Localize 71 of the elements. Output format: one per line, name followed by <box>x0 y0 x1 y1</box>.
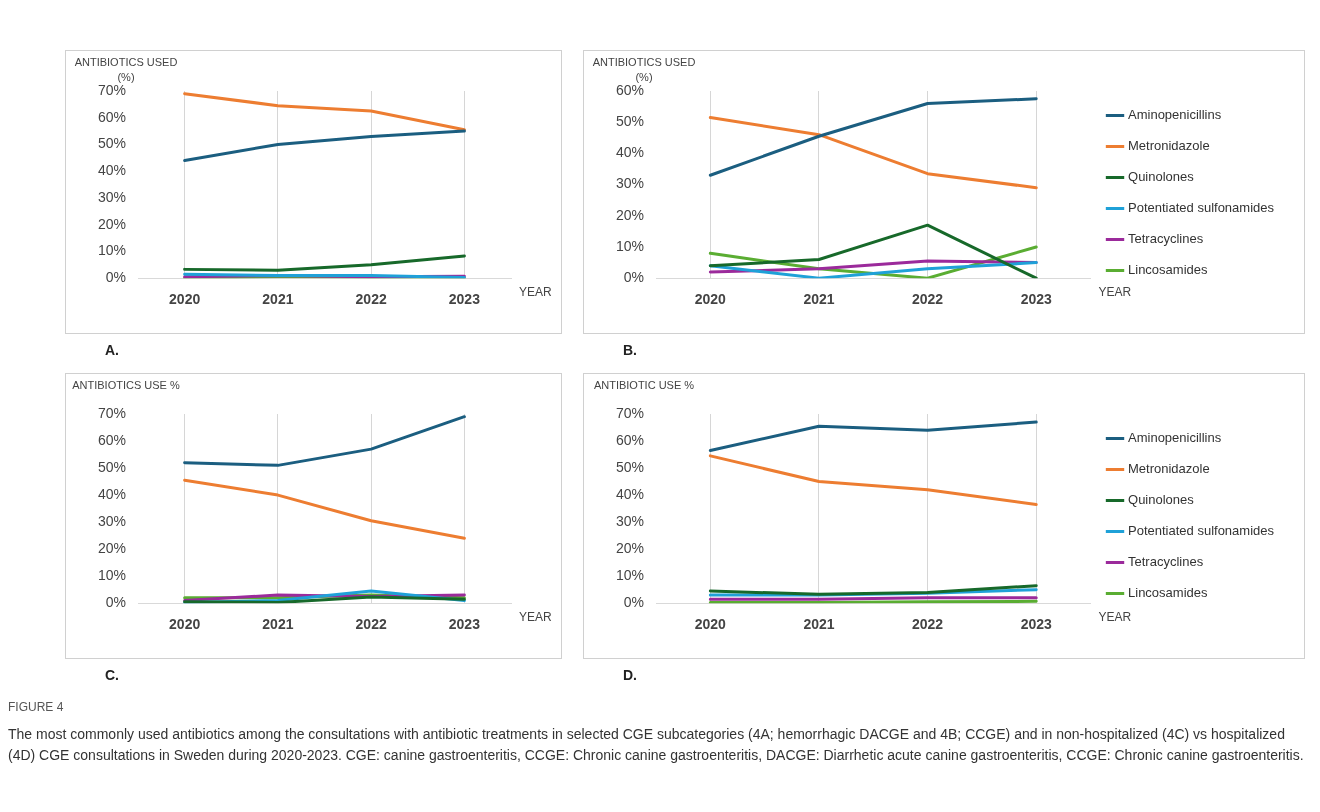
legend-label: Potentiated sulfonamides <box>1128 523 1275 539</box>
x-tick-label: 2021 <box>262 616 294 633</box>
x-axis-title: YEAR <box>1098 609 1132 624</box>
legend-label: Potentiated sulfonamides <box>1128 200 1275 216</box>
y-tick-label: 10% <box>97 567 127 584</box>
y-tick-label: 60% <box>97 108 127 125</box>
legend-label: Lincosamides <box>1128 585 1208 601</box>
y-tick-label: 50% <box>97 458 127 475</box>
y-tick-label: 10% <box>615 237 645 254</box>
legend-label: Aminopenicillins <box>1128 107 1222 123</box>
x-tick-label: 2020 <box>169 291 201 308</box>
text: The most commonly used antibiotics among the consultations with antibiotic treatments in selected CGE subcategories (4A; hemorrhagic DACGE and 4B; CCGE) and in non-hospitalized (4C) vs hospitalized (4D) CGE consultations in Sweden during 2020-2023. CGE: canine gastroenteritis, CCGE: Chronic canine gastroenteritis, DACGE: Diarrhetic acute canine gastroenteritis, CCGE: Chronic canine gastroenteritis. <box>8 725 1305 765</box>
y-tick-label: 20% <box>97 540 127 556</box>
y-tick-label: 50% <box>97 135 127 152</box>
x-tick-label: 2020 <box>694 291 727 308</box>
x-tick-label: 2022 <box>355 616 387 633</box>
y-tick-label: 30% <box>97 188 127 205</box>
legend-label: Tetracyclines <box>1128 231 1204 247</box>
x-tick-label: 2023 <box>448 291 481 308</box>
x-tick-label: 2022 <box>912 616 944 633</box>
y-tick-label: 30% <box>615 175 645 192</box>
x-axis-title: YEAR <box>1098 284 1132 299</box>
x-tick-label: 2023 <box>1020 616 1052 633</box>
x-tick-label: 2021 <box>262 291 294 308</box>
y-tick-label: 40% <box>97 485 127 502</box>
y-tick-label: 20% <box>97 215 127 232</box>
legend-label: Quinolones <box>1128 492 1195 508</box>
y-tick-label: 10% <box>97 242 127 259</box>
y-tick-label: 20% <box>615 206 645 223</box>
y-axis-title: ANTIBIOTICS USED (%) <box>591 55 697 85</box>
y-tick-label: 40% <box>615 144 645 161</box>
x-tick-label: 2020 <box>694 616 727 633</box>
y-tick-label: 50% <box>615 113 645 130</box>
legend-label: Metronidazole <box>1128 461 1210 477</box>
x-tick-label: 2023 <box>448 616 481 633</box>
y-tick-label: 30% <box>615 512 645 529</box>
y-tick-label: 40% <box>97 162 127 179</box>
legend-label: Lincosamides <box>1128 262 1208 278</box>
text: C. <box>105 667 119 683</box>
y-tick-label: 20% <box>615 540 645 556</box>
y-axis-title: ANTIBIOTIC USE % <box>592 378 696 393</box>
x-axis-title: YEAR <box>519 609 553 624</box>
y-tick-label: 70% <box>615 404 645 421</box>
y-tick-label: 0% <box>105 269 127 286</box>
text: D. <box>623 667 637 683</box>
text: B. <box>623 342 637 358</box>
y-tick-label: 10% <box>615 567 645 584</box>
y-axis-title: ANTIBIOTICS USE % <box>71 378 181 393</box>
x-axis-title: YEAR <box>519 284 553 299</box>
x-tick-label: 2020 <box>169 616 201 633</box>
x-tick-label: 2023 <box>1020 291 1052 308</box>
y-tick-label: 50% <box>615 458 645 475</box>
y-tick-label: 60% <box>97 431 127 448</box>
x-tick-label: 2022 <box>912 291 944 308</box>
y-tick-label: 0% <box>105 594 127 611</box>
text: A. <box>105 342 119 358</box>
x-tick-label: 2021 <box>803 291 835 308</box>
legend-label: Quinolones <box>1128 169 1195 185</box>
y-tick-label: 40% <box>615 485 645 502</box>
y-tick-label: 0% <box>623 269 645 286</box>
x-tick-label: 2022 <box>355 291 387 308</box>
y-tick-label: 70% <box>97 404 127 421</box>
x-tick-label: 2021 <box>803 616 835 633</box>
caption: FIGURE 4 <box>8 700 65 714</box>
legend-label: Aminopenicillins <box>1128 430 1222 446</box>
y-axis-title: ANTIBIOTICS USED (%) <box>73 55 179 85</box>
y-tick-label: 30% <box>97 512 127 529</box>
y-tick-label: 0% <box>623 594 645 611</box>
y-tick-label: 60% <box>615 431 645 448</box>
legend-label: Metronidazole <box>1128 138 1210 154</box>
legend-label: Tetracyclines <box>1128 554 1204 570</box>
